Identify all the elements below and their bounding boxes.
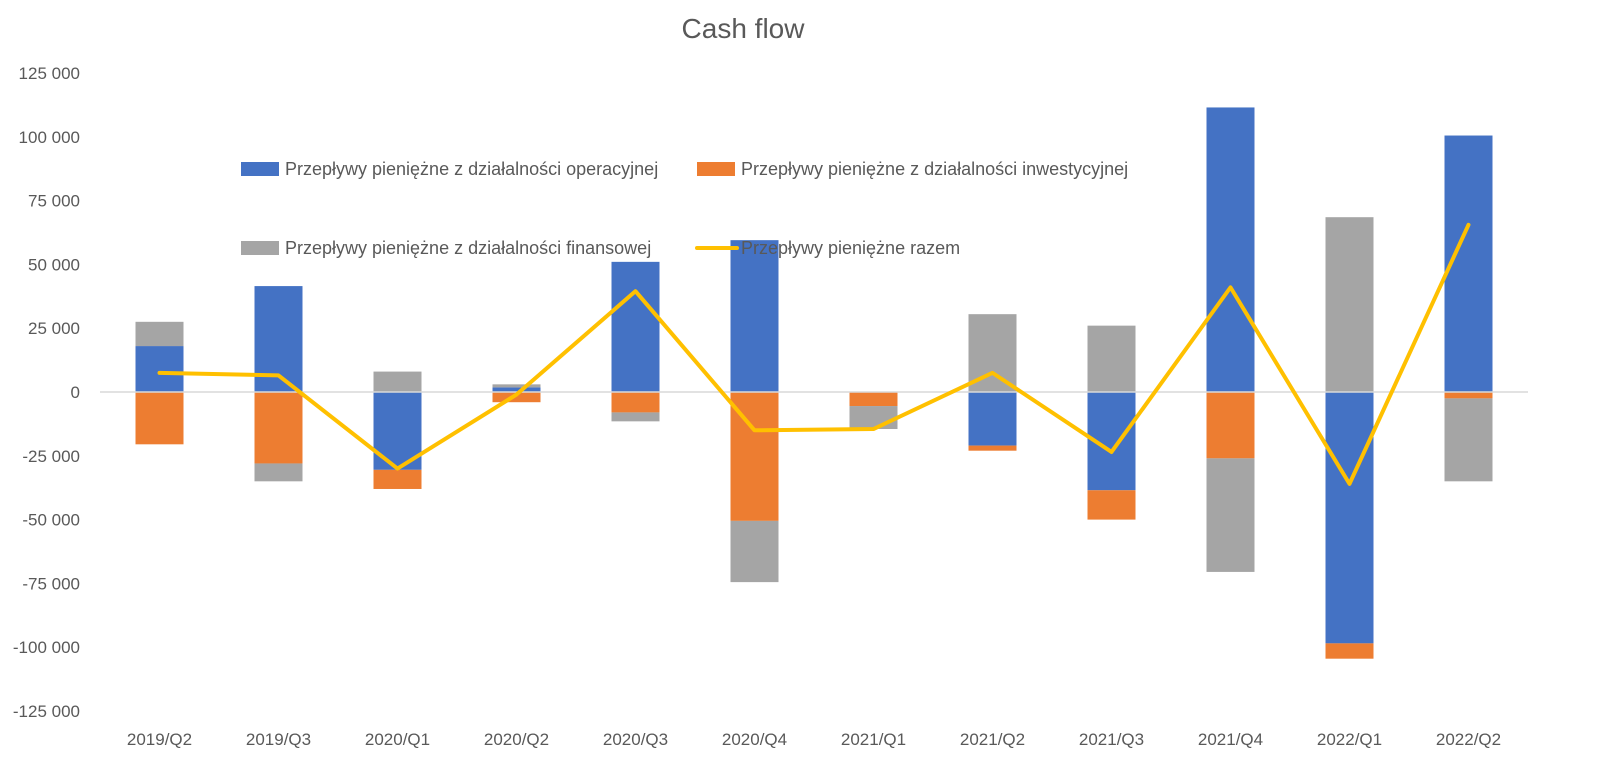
bar-financing-2021-Q1 [850, 406, 898, 429]
x-tick-label: 2021/Q4 [1198, 730, 1263, 749]
x-tick-label: 2020/Q4 [722, 730, 787, 749]
bar-investing-2019-Q2 [136, 392, 184, 444]
x-tick-label: 2020/Q3 [603, 730, 668, 749]
legend-swatch [697, 162, 735, 176]
bar-financing-2022-Q2 [1445, 398, 1493, 481]
legend-swatch [241, 241, 279, 255]
x-tick-label: 2022/Q1 [1317, 730, 1382, 749]
legend-swatch [241, 162, 279, 176]
legend-label: Przepływy pieniężne z działalności inwes… [741, 159, 1128, 179]
bar-investing-2021-Q3 [1088, 490, 1136, 519]
y-tick-label: -75 000 [22, 574, 80, 593]
bar-investing-2022-Q2 [1445, 392, 1493, 398]
bar-investing-2021-Q1 [850, 392, 898, 406]
x-axis-tick-labels: 2019/Q2 2019/Q3 2020/Q1 2020/Q2 2020/Q3 2020/… [127, 730, 1501, 749]
y-tick-label: 50 000 [28, 255, 80, 274]
bar-operating-2019-Q2 [136, 346, 184, 392]
bar-investing-2021-Q4 [1207, 392, 1255, 458]
y-tick-label: -100 000 [13, 638, 80, 657]
legend-label: Przepływy pieniężne z działalności finan… [285, 238, 651, 258]
bar-financing-2019-Q2 [136, 322, 184, 346]
bar-investing-2022-Q1 [1326, 643, 1374, 658]
bar-investing-2021-Q2 [969, 446, 1017, 451]
bar-financing-2021-Q3 [1088, 326, 1136, 392]
y-tick-label: 0 [71, 383, 80, 402]
total-line-series [159, 225, 1468, 484]
bar-investing-2019-Q3 [255, 392, 303, 463]
total-cash-flow-line [160, 225, 1469, 484]
x-tick-label: 2022/Q2 [1436, 730, 1501, 749]
bar-operating-2021-Q4 [1207, 107, 1255, 392]
bar-financing-2022-Q1 [1326, 217, 1374, 392]
bar-financing-2021-Q4 [1207, 458, 1255, 572]
x-tick-label: 2021/Q3 [1079, 730, 1144, 749]
bar-financing-2020-Q4 [731, 521, 779, 582]
bar-financing-2020-Q3 [612, 412, 660, 421]
y-tick-label: 100 000 [19, 128, 80, 147]
y-tick-label: -50 000 [22, 511, 80, 530]
x-tick-label: 2020/Q1 [365, 730, 430, 749]
y-tick-label: -25 000 [22, 447, 80, 466]
legend-item-financing: Przepływy pieniężne z działalności finan… [241, 238, 651, 258]
bar-investing-2020-Q3 [612, 392, 660, 412]
x-tick-label: 2019/Q2 [127, 730, 192, 749]
bar-financing-2019-Q3 [255, 463, 303, 481]
bar-financing-2020-Q2 [493, 384, 541, 387]
x-tick-label: 2021/Q1 [841, 730, 906, 749]
bar-investing-2020-Q1 [374, 470, 422, 489]
chart-title: Cash flow [682, 13, 806, 44]
bar-operating-2020-Q4 [731, 240, 779, 392]
y-tick-label: 125 000 [19, 64, 80, 83]
bar-operating-2020-Q3 [612, 262, 660, 392]
x-tick-label: 2019/Q3 [246, 730, 311, 749]
y-axis-tick-labels: 125 000 100 000 75 000 50 000 25 000 0 -25 000… [13, 64, 80, 721]
y-tick-label: -125 000 [13, 702, 80, 721]
bar-operating-2022-Q1 [1326, 392, 1374, 643]
legend-item-operating: Przepływy pieniężne z działalności opera… [241, 159, 658, 179]
legend-item-investing: Przepływy pieniężne z działalności inwes… [697, 159, 1128, 179]
legend: Przepływy pieniężne z działalności opera… [241, 159, 1128, 258]
bar-operating-2021-Q2 [969, 392, 1017, 446]
y-tick-label: 25 000 [28, 319, 80, 338]
x-tick-label: 2020/Q2 [484, 730, 549, 749]
legend-label: Przepływy pieniężne z działalności opera… [285, 159, 658, 179]
bar-financing-2020-Q1 [374, 372, 422, 392]
x-tick-label: 2021/Q2 [960, 730, 1025, 749]
y-tick-label: 75 000 [28, 192, 80, 211]
legend-label: Przepływy pieniężne razem [741, 238, 960, 258]
